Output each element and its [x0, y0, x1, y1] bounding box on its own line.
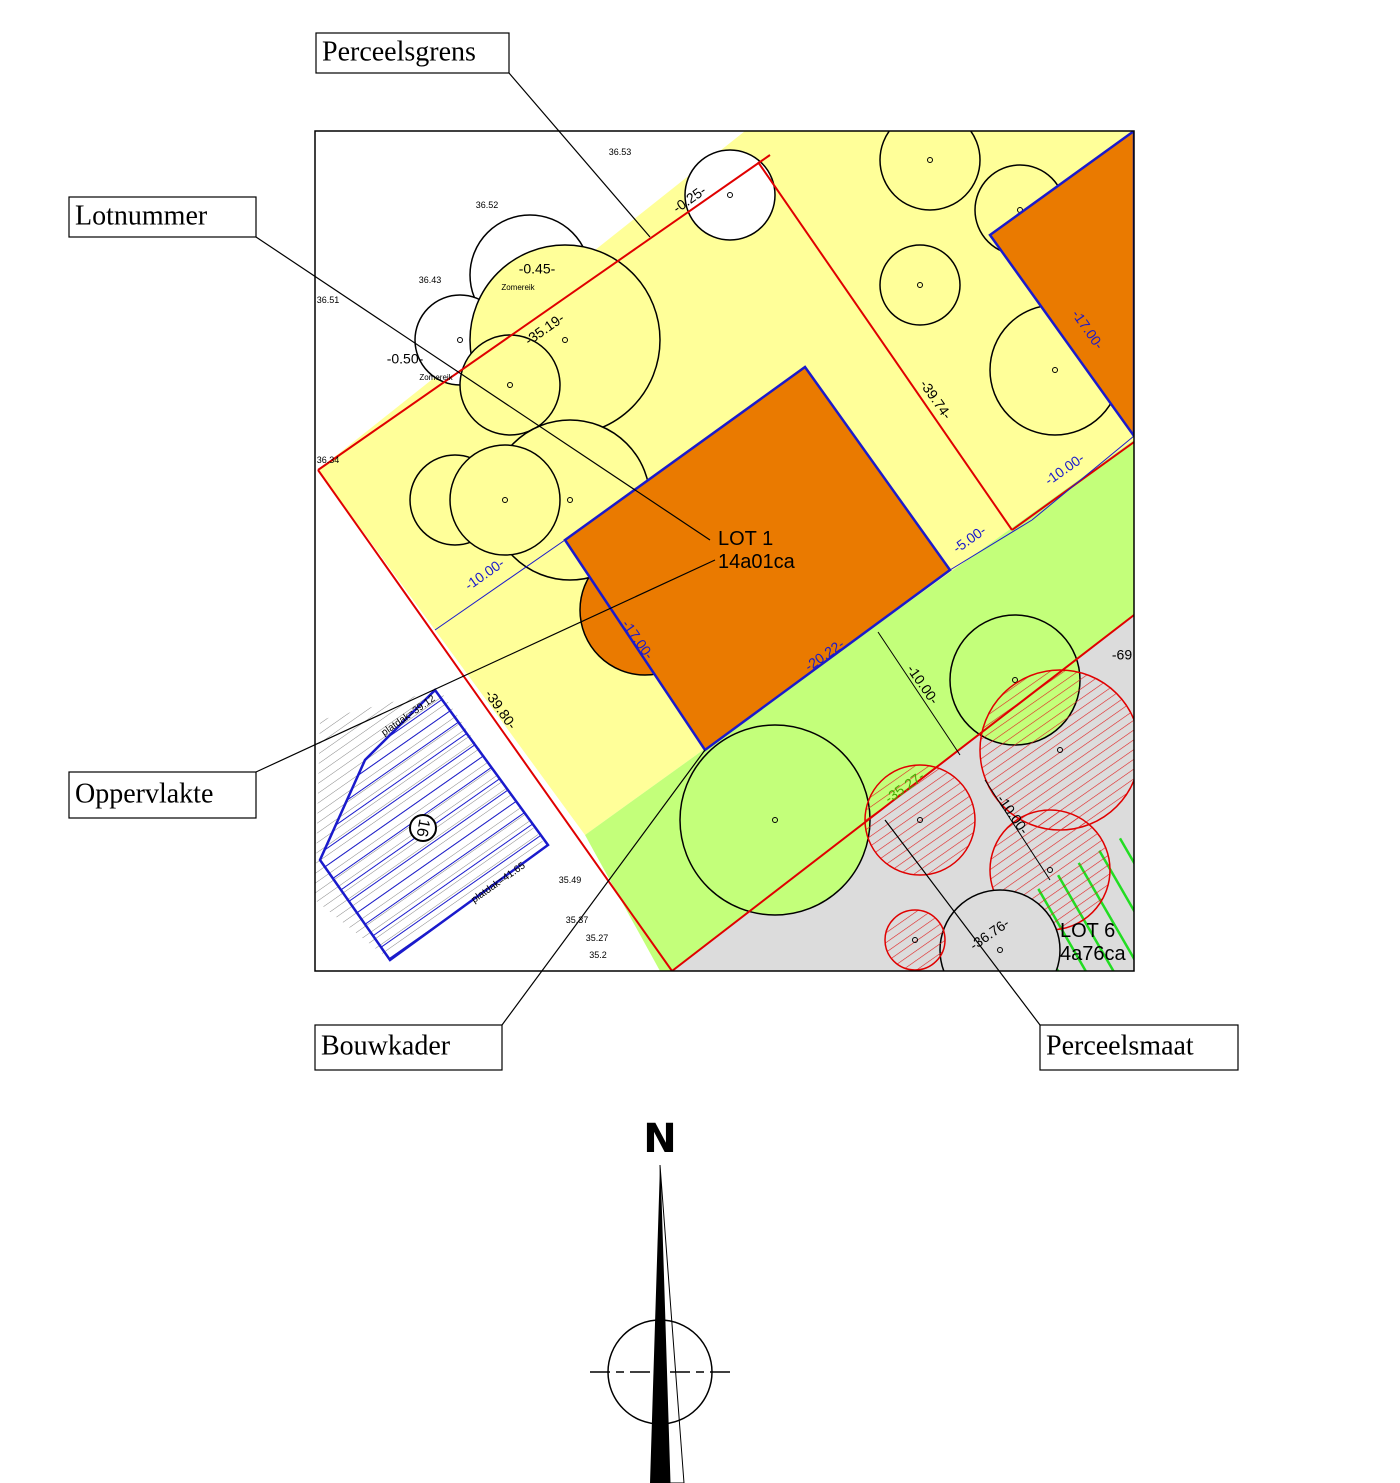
tree-trunk [457, 337, 463, 343]
elevation: 36.34 [317, 455, 340, 465]
parcel-line [671, 614, 1134, 971]
map-frame [314, 130, 1135, 972]
dimension: -69 [1112, 647, 1132, 663]
callout-box [315, 32, 510, 74]
callout-label: Oppervlakte [75, 778, 213, 809]
north-label: N [643, 1116, 676, 1162]
lot-number: LOT 1 [718, 528, 773, 550]
leader-line [255, 559, 716, 773]
elevation: 35.49 [559, 875, 582, 885]
tree-crown [679, 724, 871, 916]
dimension-line [949, 519, 1033, 571]
tree-trunk [1047, 867, 1053, 873]
parcel-line [317, 154, 771, 471]
elevation: 35.27 [586, 933, 609, 943]
dimension-lines [877, 631, 1051, 881]
elevation: 35.37 [566, 915, 589, 925]
dimension-line [1031, 435, 1134, 521]
callout-box [68, 771, 257, 819]
dimension-line [984, 779, 1051, 881]
tree-trunk [772, 817, 778, 823]
leader-line [884, 819, 1041, 1026]
dimension-line [434, 539, 566, 631]
north-arrow: N [590, 1116, 730, 1483]
elevation: 36.52 [476, 200, 499, 210]
elevation: 36.51 [317, 295, 340, 305]
dimension: -0.45- [519, 261, 556, 277]
tree-crown [459, 334, 561, 436]
building-number: 16 [413, 818, 433, 839]
tree-name: Zomereik [501, 283, 535, 292]
elevation: 36.43 [419, 275, 442, 285]
elevation: 36.53 [609, 147, 632, 157]
leader-line [501, 749, 706, 1026]
dimension: -0.50- [387, 351, 424, 367]
dimension-lines [434, 435, 1134, 631]
tree-trunk [727, 192, 733, 198]
tree-trunk [507, 382, 513, 388]
tree-crown [449, 444, 561, 556]
leader-lines [255, 72, 1041, 1026]
lot-area: 14a01ca [718, 551, 796, 573]
tree-trunk [1012, 677, 1018, 683]
callout-label: Bouwkader [321, 1030, 451, 1061]
needle [650, 1165, 670, 1483]
callout-box [68, 196, 257, 238]
lot-area: 4a76ca [1060, 943, 1126, 965]
building-envelope [988, 131, 1134, 439]
callout-box [314, 1024, 503, 1071]
tree-trunk [917, 282, 923, 288]
tree-trunk [912, 937, 918, 943]
tree-name: Zomereik [419, 373, 453, 382]
tree-trunk [917, 817, 923, 823]
tree-crown [864, 764, 976, 876]
callout-label: Perceelsmaat [1046, 1030, 1194, 1061]
tree-trunk [927, 157, 933, 163]
building-number-circle [409, 814, 437, 842]
leader-line [255, 236, 711, 541]
tree-trunk [997, 947, 1003, 953]
callout-label: Perceelsgrens [322, 36, 476, 67]
lot-number: LOT 6 [1060, 920, 1115, 942]
elevation: 35.2 [589, 950, 607, 960]
tree-trunk [1052, 367, 1058, 373]
tree-trunk [567, 497, 573, 503]
tree-crown [684, 149, 776, 241]
callout-boxes [68, 32, 1239, 1071]
tree-trunk [502, 497, 508, 503]
tree-crown [879, 244, 961, 326]
map: -10.00- -17.00- -20.22- -5.00- -10.00- -… [315, 131, 1134, 971]
callout-box [1039, 1024, 1239, 1071]
tree-crown [939, 889, 1061, 971]
parcel-line [757, 161, 1013, 531]
leader-line [508, 72, 651, 238]
dimension-line [877, 631, 961, 756]
tree-crown [884, 909, 946, 971]
callout-label: Lotnummer [75, 200, 208, 231]
tree-trunk [562, 337, 568, 343]
needle [659, 1164, 685, 1483]
tree-trunk [1057, 747, 1063, 753]
tree-crown [879, 131, 981, 211]
parcel-line [317, 469, 673, 971]
parcel-lines [317, 154, 1134, 971]
